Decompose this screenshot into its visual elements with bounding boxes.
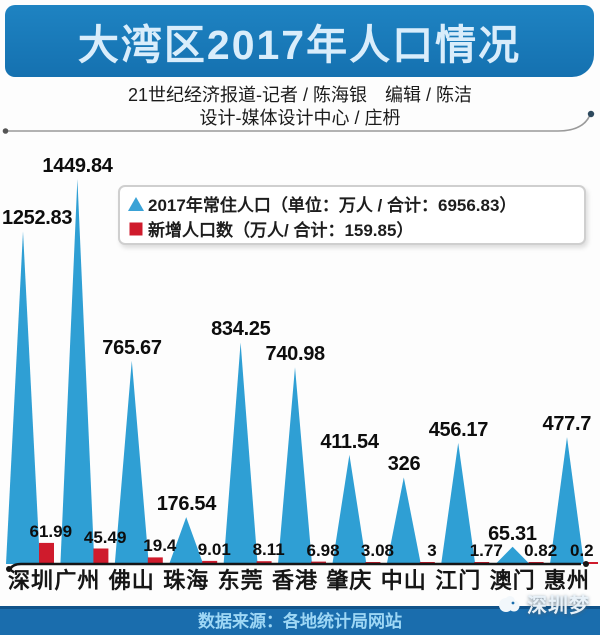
city-label-8: 江门 bbox=[435, 568, 482, 593]
cloud-logo-icon bbox=[499, 595, 520, 612]
population-value-label-6: 411.54 bbox=[320, 431, 379, 453]
population-spike-6 bbox=[332, 454, 367, 564]
population-legend-triangle-icon bbox=[126, 196, 146, 212]
increase-bar-3 bbox=[202, 560, 218, 564]
watermark-text: 深圳梦 bbox=[527, 595, 590, 617]
population-spike-2 bbox=[114, 360, 149, 564]
increase-legend-square-icon bbox=[126, 222, 146, 236]
divider-left-dot-icon bbox=[2, 128, 9, 134]
city-label-3: 珠海 bbox=[163, 568, 210, 593]
city-label-1: 广州 bbox=[54, 568, 101, 593]
increase-bar-10 bbox=[583, 562, 598, 564]
city-label-9: 澳门 bbox=[489, 568, 536, 593]
population-spike-5 bbox=[278, 367, 312, 564]
increase-value-label-5: 6.98 bbox=[306, 541, 340, 560]
legend-row-increase: 新增人口数（万人/ 合计：159.85） bbox=[126, 216, 584, 241]
population-spike-3 bbox=[169, 517, 204, 564]
footer-source-bar: 数据来源：各地统计局网站 bbox=[0, 606, 600, 635]
increase-value-label-0: 61.99 bbox=[29, 522, 73, 541]
city-label-2: 佛山 bbox=[108, 568, 155, 593]
increase-bar-1 bbox=[93, 548, 109, 564]
population-value-label-7: 326 bbox=[387, 453, 421, 475]
increase-value-label-7: 3 bbox=[427, 541, 437, 560]
population-value-label-5: 740.98 bbox=[265, 343, 326, 365]
population-value-label-3: 176.54 bbox=[156, 493, 217, 515]
increase-value-label-1: 45.49 bbox=[83, 528, 127, 547]
chart-legend: 2017年常住人口（单位：万人 / 合计：6956.83） 新增人口数（万人/ … bbox=[118, 185, 586, 245]
population-value-label-4: 834.25 bbox=[211, 318, 271, 340]
watermark: 深圳梦 bbox=[497, 589, 590, 618]
legend-population-label: 2017年常住人口（单位：万人 / 合计：6956.83） bbox=[148, 196, 517, 215]
increase-value-label-9: 0.82 bbox=[524, 541, 558, 560]
baseline-left-dot-icon bbox=[6, 566, 12, 572]
population-value-label-8: 456.17 bbox=[428, 419, 489, 441]
population-spike-8 bbox=[441, 442, 476, 564]
population-spike-10 bbox=[550, 437, 584, 564]
page-title: 大湾区2017年人口情况 bbox=[77, 22, 522, 68]
byline-line-2: 设计-媒体设计中心 / 庄枬 bbox=[199, 108, 401, 128]
population-value-label-10: 477.7 bbox=[542, 413, 592, 435]
increase-value-label-4: 8.11 bbox=[252, 540, 285, 559]
population-value-label-9: 65.31 bbox=[488, 523, 537, 545]
city-label-5: 香港 bbox=[272, 568, 319, 593]
increase-value-label-10: 0.2 bbox=[570, 541, 594, 560]
population-spike-7 bbox=[386, 477, 421, 564]
city-label-10: 惠州 bbox=[544, 568, 591, 593]
city-label-7: 中山 bbox=[380, 568, 427, 593]
legend-increase-label: 新增人口数（万人/ 合计：159.85） bbox=[148, 221, 414, 240]
population-spike-4 bbox=[223, 342, 258, 564]
baseline-right-dot-icon bbox=[583, 561, 589, 567]
increase-value-label-8: 1.77 bbox=[469, 541, 503, 560]
population-spike-9 bbox=[495, 546, 530, 564]
city-label-4: 东莞 bbox=[217, 568, 264, 593]
city-label-6: 肇庆 bbox=[326, 568, 373, 593]
population-spike-1 bbox=[60, 179, 95, 564]
population-value-label-2: 765.67 bbox=[102, 337, 162, 359]
increase-bar-4 bbox=[256, 561, 272, 564]
increase-bar-2 bbox=[147, 557, 163, 564]
data-source-text: 数据来源：各地统计局网站 bbox=[198, 612, 402, 631]
increase-value-label-6: 3.08 bbox=[360, 541, 394, 560]
title-banner: 大湾区2017年人口情况 bbox=[5, 5, 594, 77]
divider-right-dot-icon bbox=[587, 110, 595, 118]
city-label-0: 深圳 bbox=[8, 568, 55, 593]
legend-row-population: 2017年常住人口（单位：万人 / 合计：6956.83） bbox=[126, 191, 584, 216]
population-spike-0 bbox=[6, 231, 40, 565]
byline-line-1: 21世纪经济报道-记者 / 陈海银 编辑 / 陈洁 bbox=[127, 85, 473, 105]
increase-bar-0 bbox=[39, 542, 54, 564]
increase-value-label-3: 9.01 bbox=[197, 540, 231, 559]
population-value-label-0: 1252.83 bbox=[2, 207, 73, 229]
increase-value-label-2: 19.4 bbox=[143, 536, 177, 555]
population-value-label-1: 1449.84 bbox=[42, 155, 113, 177]
